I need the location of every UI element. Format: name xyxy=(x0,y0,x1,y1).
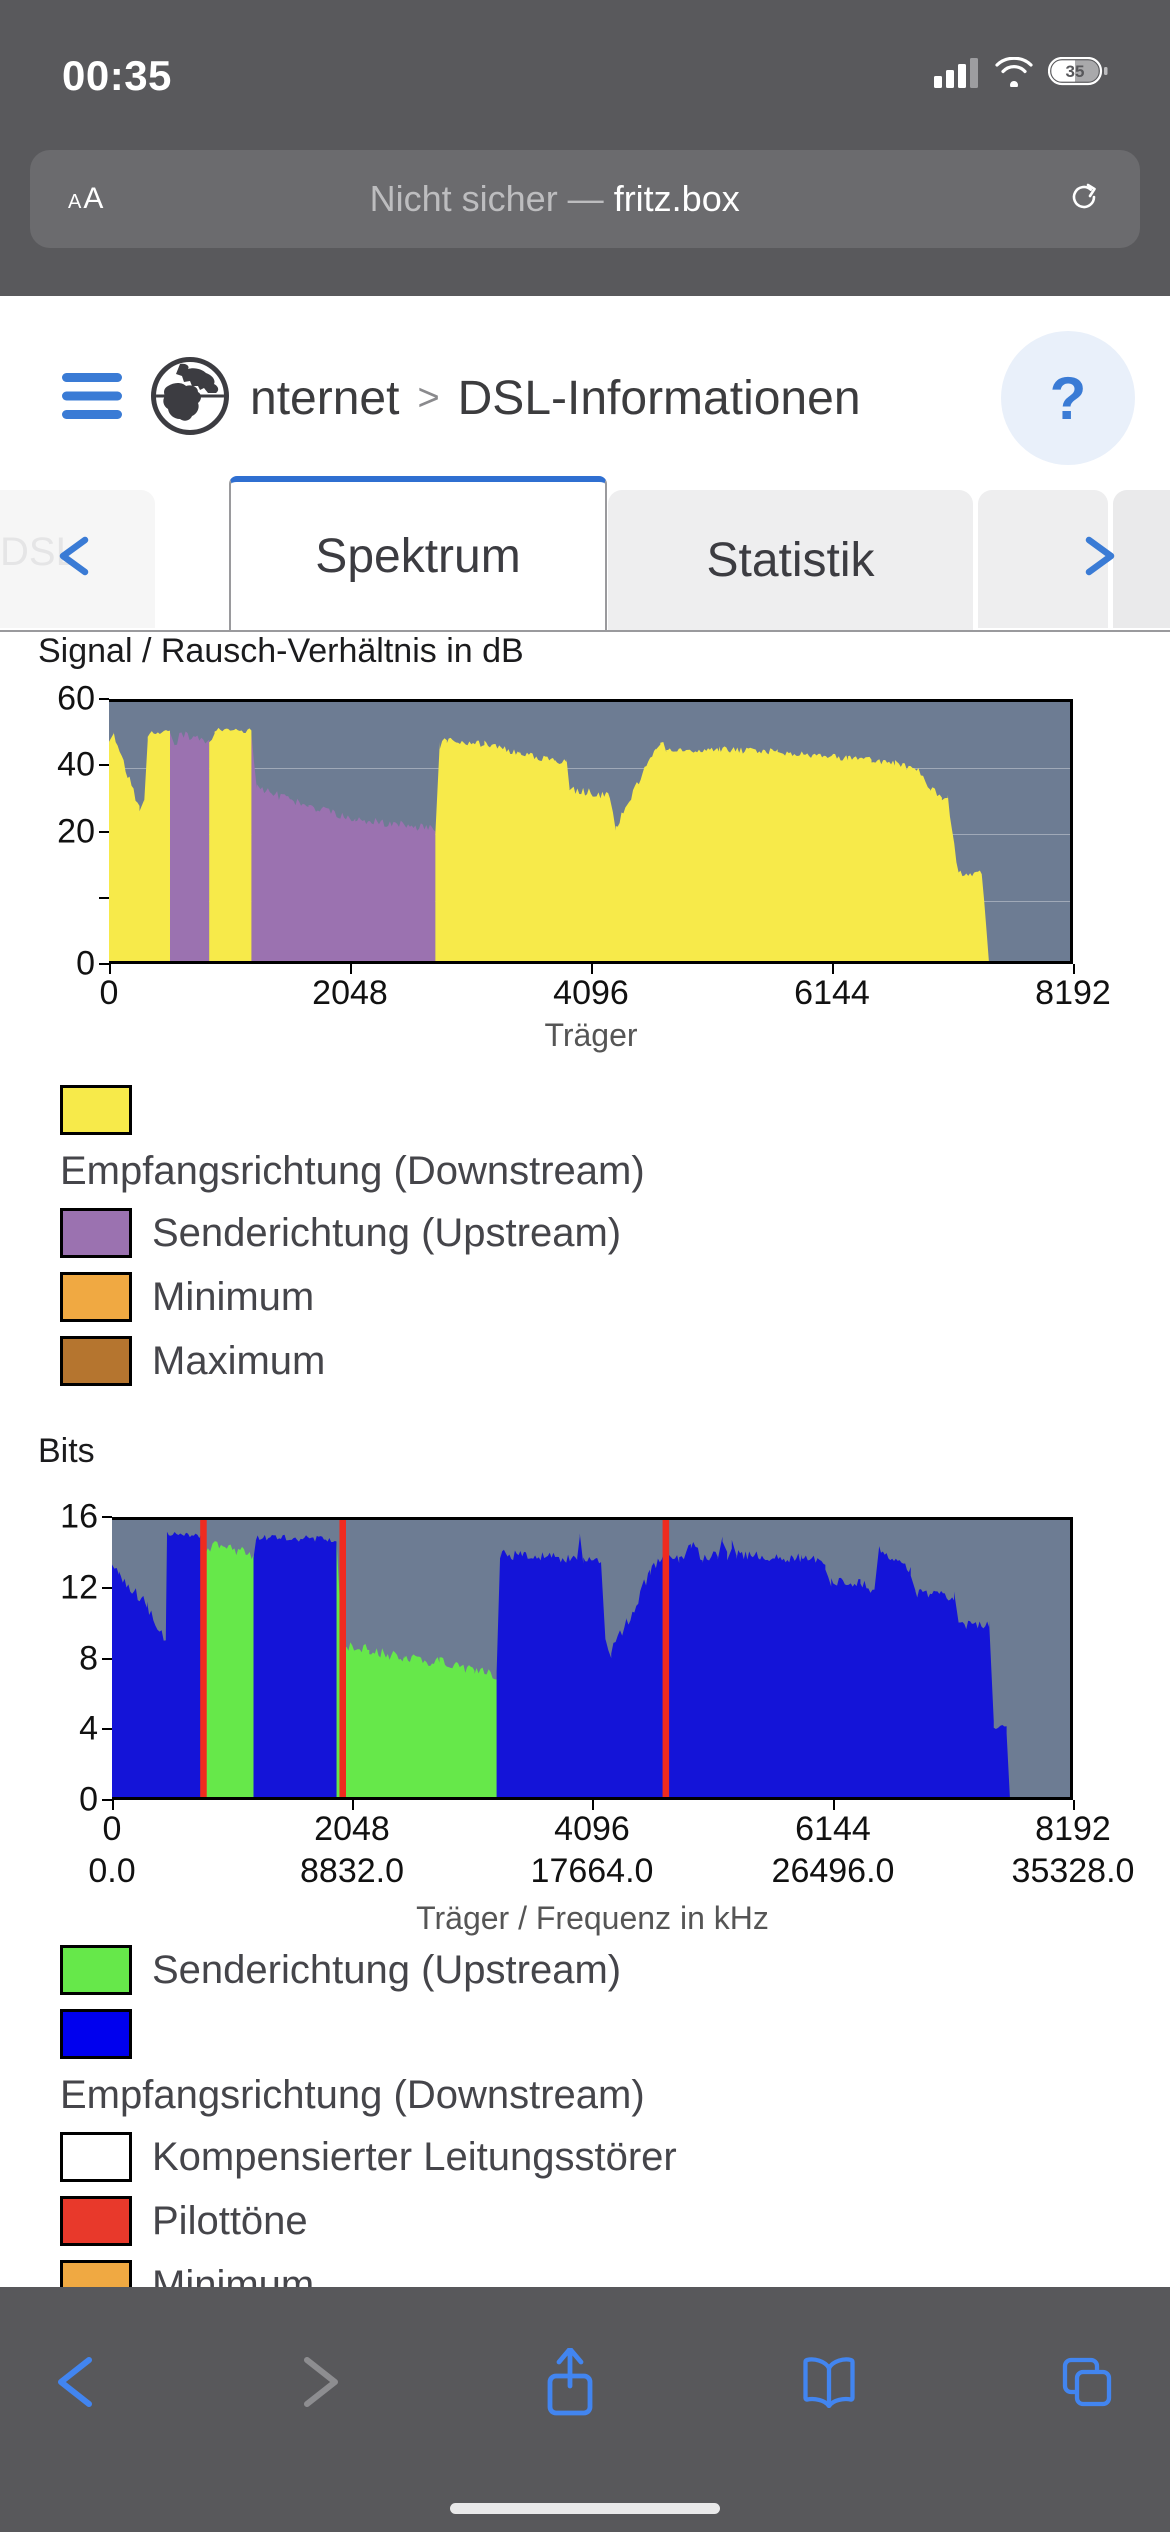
svg-text:35: 35 xyxy=(1066,62,1085,81)
